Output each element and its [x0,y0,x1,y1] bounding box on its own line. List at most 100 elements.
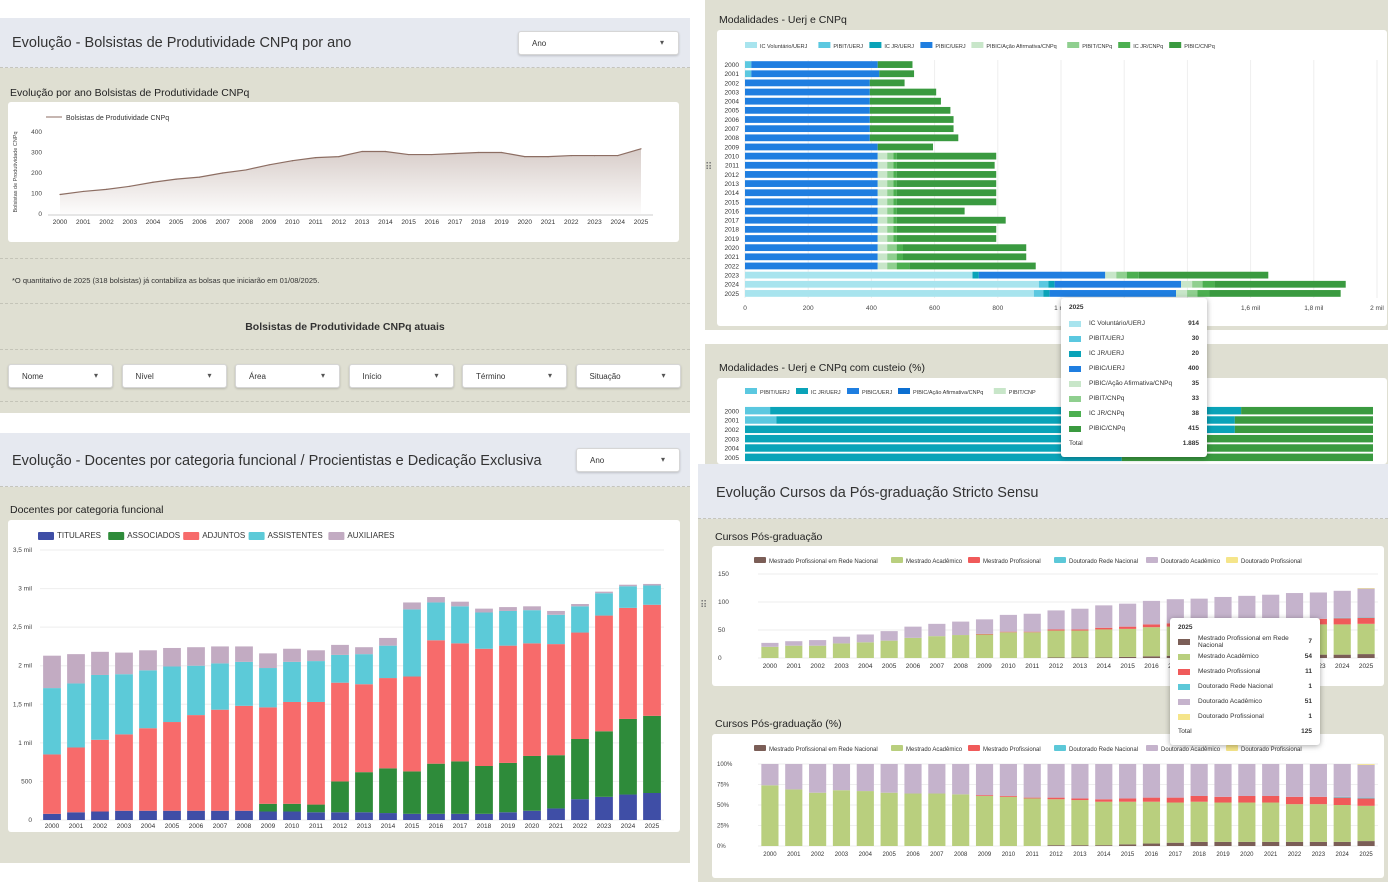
bar-segment [1166,842,1184,846]
x-tick-label: 2003 [117,823,132,830]
bar-segment [1105,271,1117,279]
x-tick-label: 2010 [285,823,300,830]
drag-handle-icon[interactable]: ⠿ [700,600,708,611]
data-point [291,160,293,162]
filter-nvel-dropdown[interactable]: Nível ▾ [121,364,227,388]
legend-label: ASSISTENTES [268,531,323,540]
bar-segment [745,180,878,187]
bar-segment [761,646,779,658]
bar-segment [809,640,827,646]
bar-segment [887,244,897,252]
bar-segment [745,134,870,142]
x-tick-label: 2018 [477,823,492,830]
bar-segment [643,585,661,605]
x-tick-label: 2004 [858,663,873,670]
tooltip-year: 2025 [1069,304,1084,311]
bar-segment [1166,797,1184,803]
bar-segment [1214,280,1346,288]
ano-dropdown[interactable]: Ano ▾ [576,448,680,472]
bar-segment [1071,764,1089,799]
bar-segment [785,789,803,846]
tooltip-row: IC JR/CNPq 38 [1069,406,1199,421]
bar-segment [978,271,1106,279]
filter-rea-dropdown[interactable]: Área ▾ [235,364,340,388]
bar-segment [403,771,421,814]
tooltip-swatch [1069,380,1081,387]
bar-segment [1357,764,1375,765]
x-tick-label: 2001 [69,823,84,830]
bar-segment [1262,764,1280,796]
bar-segment [379,678,397,769]
x-tick-label: 2000 [53,219,68,226]
x-tick-label: 2009 [262,219,277,226]
x-tick-label: 2007 [213,823,228,830]
bar-segment [499,762,517,813]
x-tick-label: 2002 [93,823,108,830]
tooltip-label: PIBIC/UERJ [1089,365,1125,372]
filter-nome-dropdown[interactable]: Nome ▾ [8,364,113,388]
x-tick-label: 2000 [763,663,778,670]
modalidades-tooltip: 2025 IC Voluntário/UERJ 914 PIBIT/UERJ 30 IC… [1061,298,1207,457]
bar-segment [523,755,541,811]
bar-segment [283,811,301,820]
bar-segment [1119,801,1137,845]
legend-label: Mestrado Acadêmico [906,747,963,753]
tooltip-swatch [1069,410,1081,417]
x-tick-label: 2003 [122,219,137,226]
x-tick-label: 200 [803,305,814,312]
ano-dropdown[interactable]: Ano ▾ [518,31,679,55]
x-tick-label: 2008 [954,852,968,858]
bar-segment [1023,798,1041,846]
y-tick-label: 200 [31,170,42,177]
x-tick-label: 2002 [99,219,114,226]
x-tick-label: 2015 [1121,852,1135,858]
bar-segment [355,772,373,813]
bar-segment [896,207,965,215]
area-fill [60,148,641,214]
filter-situao-dropdown[interactable]: Situação ▾ [575,364,681,388]
bar-segment [619,586,637,608]
bar-segment [1166,599,1184,624]
bar-segment [877,198,888,206]
bar-segment [211,663,229,710]
bar-segment [1119,656,1137,658]
pos-tooltip: 2025 Mestrado Profissional em Rede Nacio… [1170,618,1320,745]
bar-segment [1142,797,1161,802]
x-tick-label: 2015 [1120,663,1135,670]
bar-segment [928,623,946,637]
bar-segment [499,645,517,763]
y-tick-label: 2017 [725,218,740,225]
bar-segment [745,79,870,87]
legend-swatch [1118,42,1131,48]
filter-incio-dropdown[interactable]: Início ▾ [348,364,454,388]
legend-swatch [1146,745,1158,751]
tooltip-label: IC Voluntário/UERJ [1089,320,1145,327]
y-tick-label: 2021 [725,254,740,261]
y-tick-label: 2,5 mil [13,624,33,631]
x-tick-label: 400 [866,305,877,312]
bar-segment [869,88,937,96]
bar-segment [896,189,997,197]
bar-segment [1262,802,1280,842]
bar-segment [1238,802,1256,842]
bar-segment [903,244,1027,252]
x-tick-label: 600 [929,305,940,312]
bar-segment [869,106,951,114]
x-tick-label: 800 [992,305,1003,312]
filter-trmino-dropdown[interactable]: Término ▾ [462,364,567,388]
bar-segment [1043,290,1050,297]
y-tick-label: 2005 [725,455,740,462]
drag-handle-icon[interactable]: ⠿ [705,162,713,173]
bar-segment [67,654,85,684]
chevron-down-icon: ▾ [547,371,552,380]
tooltip-value: 51 [1304,698,1312,705]
bar-segment [761,764,779,786]
tooltip-value: 33 [1191,395,1199,402]
y-tick-label: 0 [718,655,722,662]
bar-segment [1116,271,1127,279]
bar-segment [139,670,157,729]
tooltip-label: Mestrado Profissional em Rede Nacional [1198,634,1289,649]
x-tick-label: 2000 [45,823,60,830]
bar-segment [1142,624,1161,628]
bar-segment [259,668,277,708]
